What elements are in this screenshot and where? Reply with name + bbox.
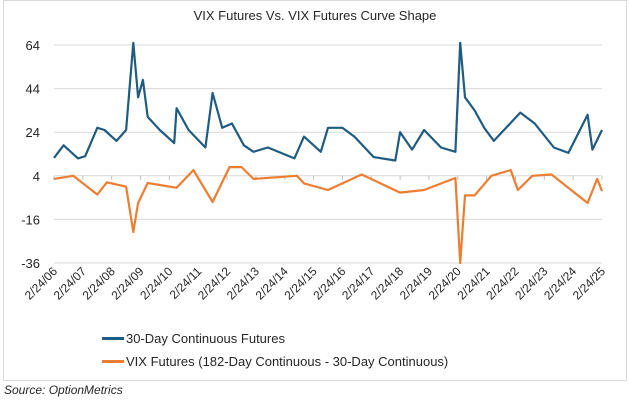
chart-frame [3, 0, 627, 381]
x-tick-label: 2/24/25 [570, 264, 608, 302]
y-tick-label: 24 [26, 125, 40, 140]
legend-label: VIX Futures (182-Day Continuous - 30-Day… [126, 354, 449, 369]
source-note: Source: OptionMetrics [4, 383, 123, 397]
chart-title: VIX Futures Vs. VIX Futures Curve Shape [193, 8, 437, 23]
y-tick-label: -36 [21, 256, 40, 271]
legend-item-30-day: 30-Day Continuous Futures [102, 331, 285, 346]
legend-label: 30-Day Continuous Futures [126, 331, 285, 346]
y-tick-label: 4 [33, 169, 40, 184]
y-tick-label: -16 [21, 212, 40, 227]
x-tick-label: 2/24/10 [137, 264, 175, 302]
series-line-30-day [53, 41, 603, 162]
legend-swatch-blue [102, 337, 124, 340]
legend-swatch-orange [102, 360, 124, 363]
legend-item-curve-shape: VIX Futures (182-Day Continuous - 30-Day… [102, 354, 448, 369]
y-tick-label: 44 [26, 82, 40, 97]
series-line-curve-shape [53, 166, 604, 265]
y-tick-label: 64 [26, 38, 40, 53]
